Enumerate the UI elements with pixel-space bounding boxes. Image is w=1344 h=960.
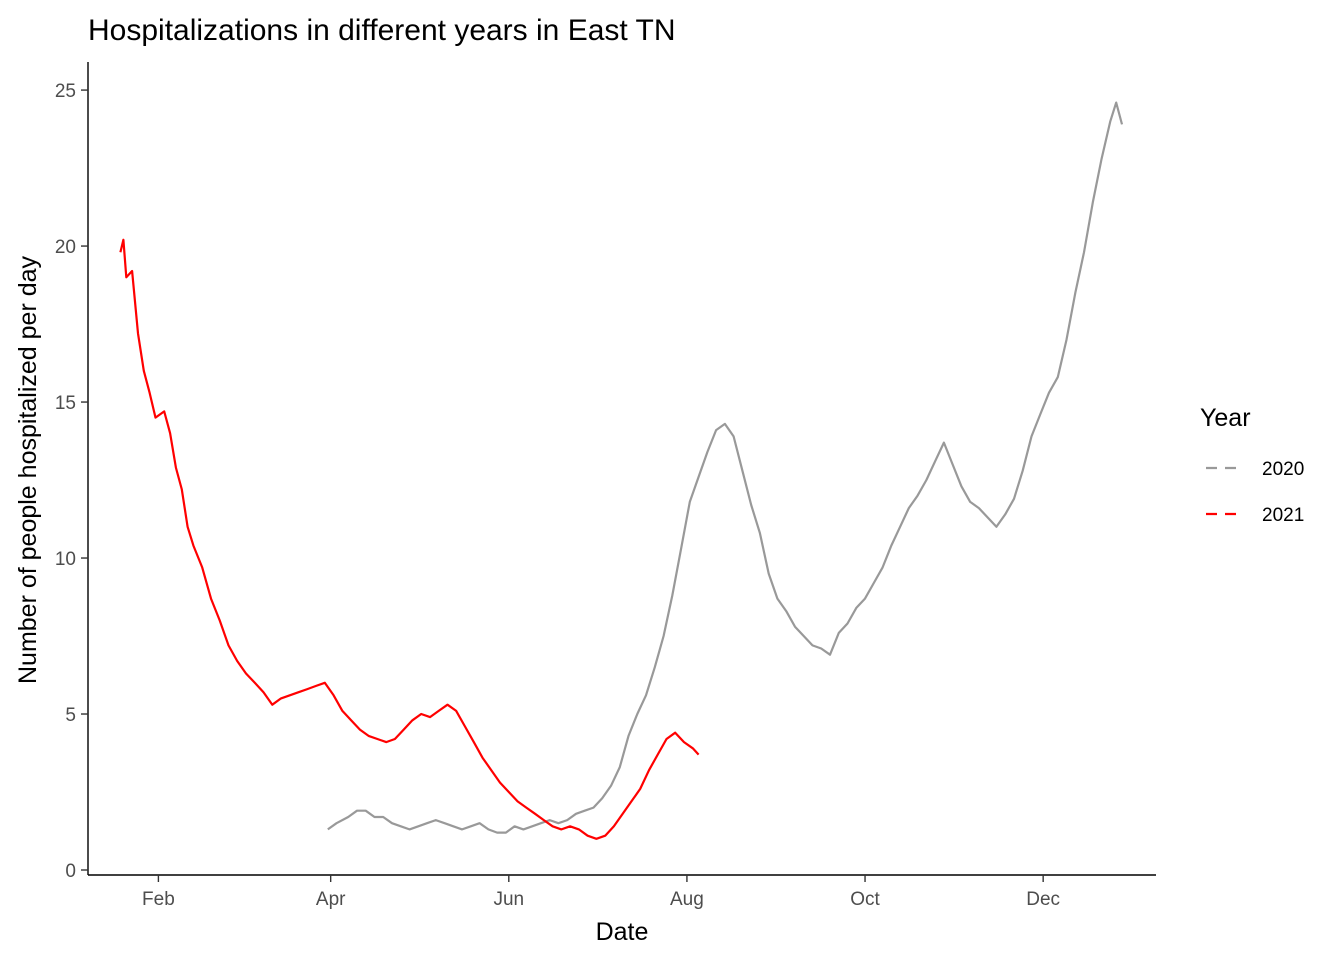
x-tick-label: Oct xyxy=(850,889,880,910)
y-tick-label: 10 xyxy=(55,549,76,570)
series-line-2021 xyxy=(119,238,700,840)
x-axis-title: Date xyxy=(596,918,649,946)
y-tick-label: 20 xyxy=(55,237,76,258)
legend-label-2021: 2021 xyxy=(1262,505,1304,526)
x-tick-label: Jun xyxy=(493,889,524,910)
x-tick-label: Feb xyxy=(142,889,175,910)
y-tick-label: 25 xyxy=(55,81,76,102)
x-tick-label: Dec xyxy=(1026,889,1060,910)
y-axis-title: Number of people hospitalized per day xyxy=(14,255,42,684)
legend: Year 2020 2021 xyxy=(1200,404,1304,526)
legend-items: 2020 2021 xyxy=(1206,459,1304,526)
series-layer xyxy=(119,101,1124,840)
x-axis-ticks: Feb Apr Jun Aug Oct Dec xyxy=(142,875,1060,910)
legend-label-2020: 2020 xyxy=(1262,459,1304,480)
legend-title: Year xyxy=(1200,404,1251,432)
y-tick-label: 0 xyxy=(65,861,76,882)
plot-area: 0 5 10 15 20 25 Feb Apr Jun Aug Oct Dec xyxy=(55,62,1156,910)
x-tick-label: Aug xyxy=(670,889,704,910)
x-tick-label: Apr xyxy=(316,889,346,910)
chart-title: Hospitalizations in different years in E… xyxy=(88,14,676,47)
y-tick-label: 15 xyxy=(55,393,76,414)
y-tick-label: 5 xyxy=(65,705,76,726)
y-axis-ticks: 0 5 10 15 20 25 xyxy=(55,81,88,882)
series-line-2020 xyxy=(327,101,1124,834)
